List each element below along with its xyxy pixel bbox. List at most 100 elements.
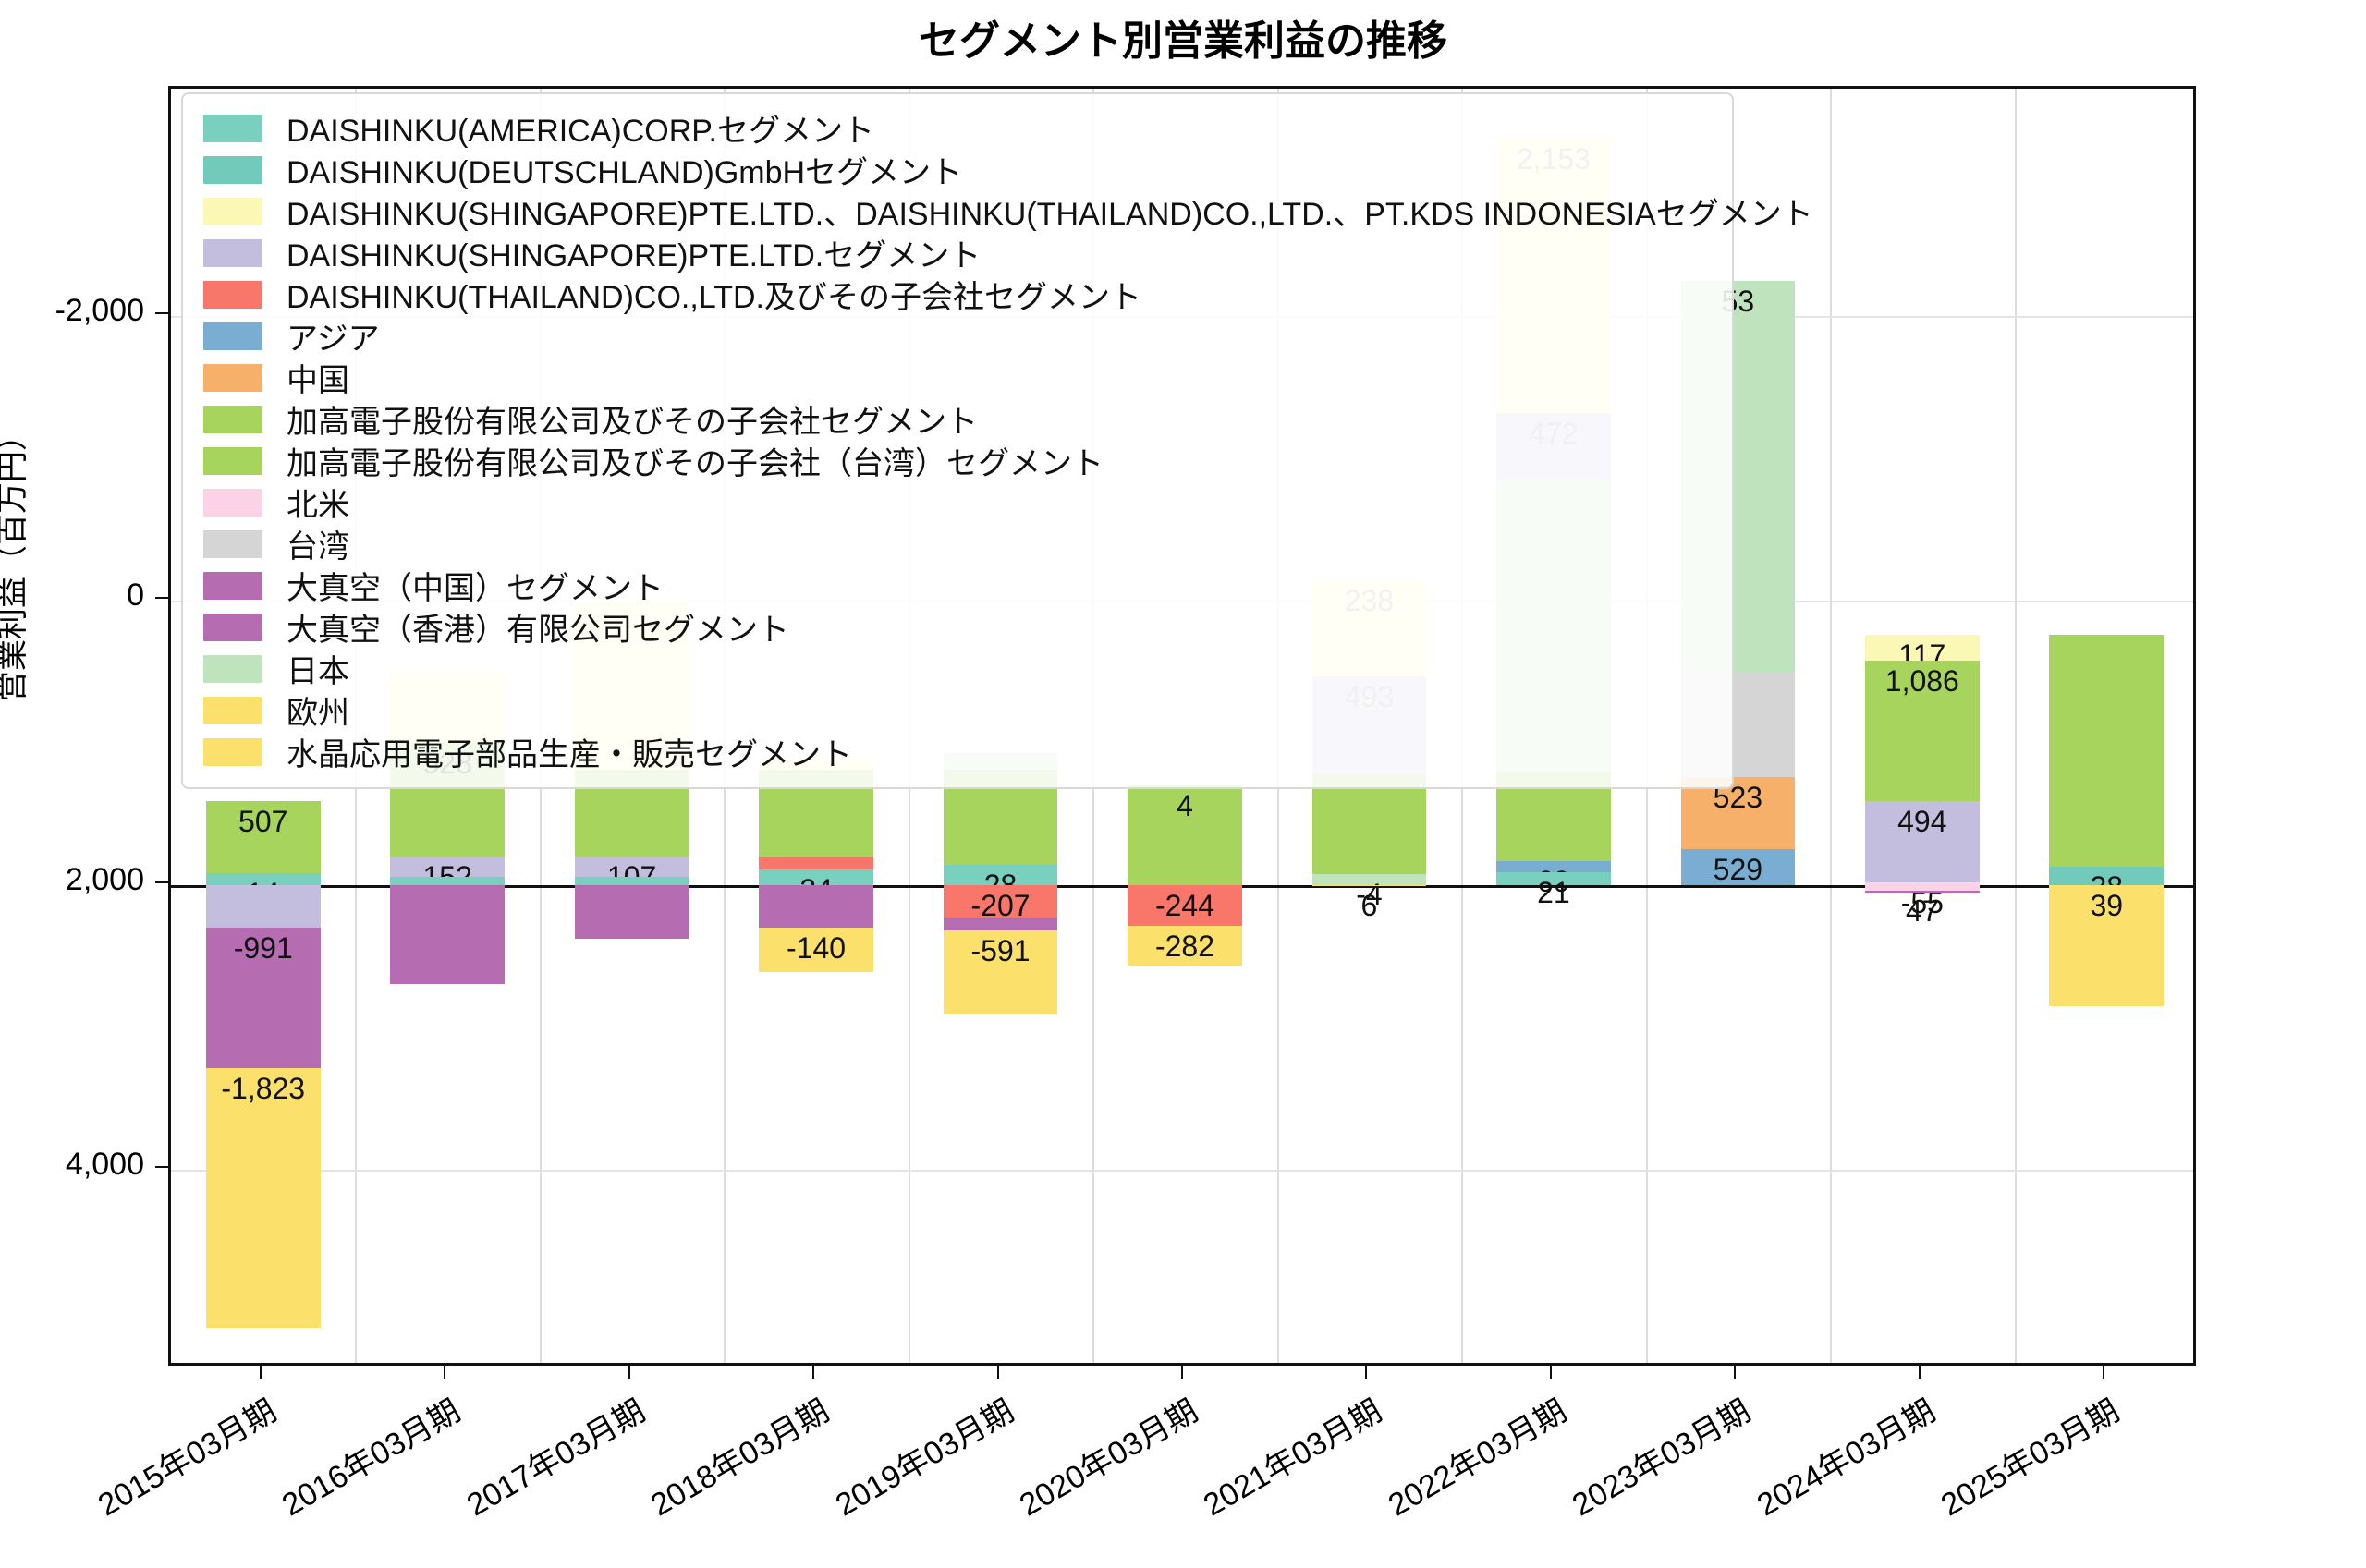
x-axis-tick-mark bbox=[444, 1366, 446, 1379]
bar-segment bbox=[1864, 634, 1980, 661]
chart-title: セグメント別営業利益の推移 bbox=[919, 18, 1447, 64]
legend-color-swatch-icon bbox=[203, 238, 262, 267]
legend-item[interactable]: 北米 bbox=[203, 481, 1712, 523]
legend-item[interactable]: 台湾 bbox=[203, 523, 1712, 565]
bar-value-label: -991 bbox=[233, 930, 293, 965]
bar-segment bbox=[1680, 849, 1796, 885]
legend-item-label: 加高電子股份有限公司及びその子会社セグメント bbox=[287, 405, 978, 440]
x-axis-tick-mark bbox=[2103, 1366, 2105, 1379]
y-axis-tick-label: 2,000 bbox=[65, 861, 144, 897]
y-axis-tick-mark bbox=[155, 312, 168, 315]
legend-item[interactable]: 加高電子股份有限公司及びその子会社（台湾）セグメント bbox=[203, 440, 1712, 481]
x-axis-tick-mark bbox=[812, 1366, 815, 1379]
legend-item[interactable]: 欧州 bbox=[203, 689, 1712, 731]
legend-item-label: 加高電子股份有限公司及びその子会社（台湾）セグメント bbox=[287, 446, 1104, 481]
bar-segment bbox=[205, 1068, 321, 1328]
legend-color-swatch-icon bbox=[203, 405, 262, 433]
bar-segment bbox=[1128, 884, 1242, 927]
x-axis-tick-mark bbox=[1365, 1366, 1368, 1379]
bar-segment bbox=[943, 884, 1058, 918]
x-axis-tick-mark bbox=[996, 1366, 999, 1379]
legend-item[interactable]: DAISHINKU(DEUTSCHLAND)GmbHセグメント bbox=[203, 149, 1712, 190]
x-axis-tick-mark bbox=[1181, 1366, 1183, 1379]
legend-color-swatch-icon bbox=[203, 155, 262, 184]
bar-value-label: 507 bbox=[238, 804, 288, 838]
bar-value-label: -244 bbox=[1154, 888, 1214, 922]
legend-color-swatch-icon bbox=[203, 114, 262, 142]
legend-item[interactable]: 加高電子股份有限公司及びその子会社セグメント bbox=[203, 398, 1712, 440]
legend-item[interactable]: DAISHINKU(SHINGAPORE)PTE.LTD.セグメント bbox=[203, 232, 1712, 273]
legend-color-swatch-icon bbox=[203, 280, 262, 309]
legend-item[interactable]: アジア bbox=[203, 315, 1712, 357]
bar-segment bbox=[759, 869, 873, 885]
bar-value-label: 6 bbox=[1360, 888, 1378, 922]
bar-segment bbox=[1311, 874, 1427, 885]
bar-segment bbox=[205, 927, 321, 1069]
legend-color-swatch-icon bbox=[203, 446, 262, 475]
legend-item-label: 台湾 bbox=[287, 529, 349, 565]
legend-color-swatch-icon bbox=[203, 571, 262, 600]
legend-item-label: DAISHINKU(THAILAND)CO.,LTD.及びその子会社セグメント bbox=[287, 280, 1141, 315]
bar-segment bbox=[2049, 634, 2165, 867]
bar-segment bbox=[1496, 871, 1611, 885]
bar-segment bbox=[943, 865, 1058, 885]
legend-item-label: アジア bbox=[287, 322, 380, 357]
legend-color-swatch-icon bbox=[203, 529, 262, 558]
bar-segment bbox=[1864, 660, 1980, 801]
legend-item[interactable]: DAISHINKU(SHINGAPORE)PTE.LTD.、DAISHINKU(… bbox=[203, 190, 1813, 232]
y-axis-tick-mark bbox=[155, 881, 168, 883]
bar-value-label: 47 bbox=[1906, 893, 1939, 928]
y-axis-tick-mark bbox=[155, 1165, 168, 1168]
legend-item-label: 中国 bbox=[287, 363, 349, 398]
legend-item[interactable]: DAISHINKU(THAILAND)CO.,LTD.及びその子会社セグメント bbox=[203, 273, 1712, 315]
bar-value-label: -591 bbox=[970, 934, 1031, 968]
bar-segment bbox=[759, 884, 873, 928]
legend-item[interactable]: 大真空（中国）セグメント bbox=[203, 565, 1712, 606]
bar-segment bbox=[205, 884, 321, 928]
bar-value-label: -1,823 bbox=[221, 1072, 306, 1106]
bar-segment bbox=[1128, 785, 1242, 885]
bar-segment bbox=[1864, 890, 1980, 893]
legend-item[interactable]: 水晶応用電子部品生産・販売セグメント bbox=[203, 731, 1712, 772]
legend-item[interactable]: DAISHINKU(AMERICA)CORP.セグメント bbox=[203, 107, 1712, 149]
y-axis-title: 営業利益（百万円） bbox=[0, 419, 30, 702]
bar-segment bbox=[1864, 800, 1980, 882]
legend-color-swatch-icon bbox=[203, 696, 262, 724]
bar-value-label: 1,086 bbox=[1884, 663, 1959, 698]
bar-segment bbox=[1311, 773, 1427, 875]
legend-item[interactable]: 大真空（香港）有限公司セグメント bbox=[203, 606, 1712, 648]
x-axis-tick-mark bbox=[628, 1366, 630, 1379]
legend-color-swatch-icon bbox=[203, 737, 262, 766]
legend-item[interactable]: 日本 bbox=[203, 648, 1712, 689]
bar-value-label: 39 bbox=[2090, 888, 2124, 922]
bar-segment bbox=[943, 918, 1058, 931]
bar-segment bbox=[205, 872, 321, 885]
horizontal-gridline bbox=[171, 1169, 2193, 1172]
y-axis-tick-label: -2,000 bbox=[55, 293, 144, 329]
legend-color-swatch-icon bbox=[203, 654, 262, 683]
vertical-gridline bbox=[1830, 89, 1833, 1363]
vertical-gridline bbox=[2014, 89, 2017, 1363]
bar-segment bbox=[1128, 926, 1242, 966]
legend-color-swatch-icon bbox=[203, 488, 262, 517]
bar-value-label: 21 bbox=[1537, 875, 1570, 909]
bar-segment bbox=[2049, 884, 2165, 1006]
bar-segment bbox=[390, 857, 505, 877]
legend-color-swatch-icon bbox=[203, 322, 262, 350]
bar-value-label: 4 bbox=[1177, 789, 1193, 823]
legend-item[interactable]: 中国 bbox=[203, 357, 1712, 398]
y-axis-tick-label: 4,000 bbox=[65, 1146, 144, 1182]
bar-segment bbox=[759, 857, 873, 869]
bar-segment bbox=[574, 857, 689, 877]
legend-item-label: 欧州 bbox=[287, 696, 349, 731]
bar-segment bbox=[759, 927, 873, 972]
bar-value-label: -140 bbox=[787, 930, 847, 965]
legend-item-label: DAISHINKU(AMERICA)CORP.セグメント bbox=[287, 114, 874, 149]
x-axis-tick-mark bbox=[259, 1366, 262, 1379]
x-axis-tick-mark bbox=[1734, 1366, 1737, 1379]
bar-segment bbox=[574, 876, 689, 885]
legend-item-label: 北米 bbox=[287, 488, 349, 523]
bar-segment bbox=[1496, 861, 1611, 872]
legend-item-label: 日本 bbox=[287, 654, 349, 689]
